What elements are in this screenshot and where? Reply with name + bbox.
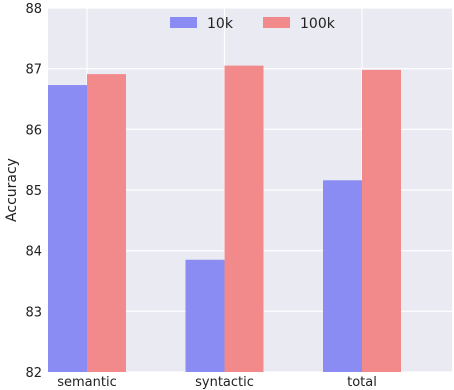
y-axis-label: Accuracy — [4, 158, 20, 222]
bars — [48, 65, 401, 373]
y-tick-label: 88 — [25, 2, 42, 17]
bar-100k-total — [362, 69, 401, 372]
bar-10k-syntactic — [185, 259, 225, 372]
legend-label-10k: 10k — [207, 16, 234, 32]
y-tick-label: 86 — [25, 123, 42, 138]
y-tick-labels: 82 83 84 85 86 87 88 — [25, 2, 42, 381]
x-tick-label: syntactic — [195, 375, 254, 390]
y-tick-label: 83 — [25, 305, 42, 320]
y-tick-label: 84 — [25, 245, 42, 260]
legend: 10k 100k — [170, 16, 336, 32]
bar-10k-total — [323, 180, 362, 372]
bar-10k-semantic — [48, 85, 87, 373]
y-tick-label: 82 — [25, 366, 42, 381]
x-tick-label: semantic — [57, 375, 117, 390]
x-tick-label: total — [347, 375, 377, 390]
bar-100k-semantic — [87, 74, 126, 373]
y-tick-label: 87 — [25, 63, 42, 78]
y-tick-label: 85 — [25, 184, 42, 199]
legend-swatch-10k — [170, 17, 197, 28]
bar-100k-syntactic — [224, 65, 264, 372]
legend-swatch-100k — [263, 17, 290, 28]
legend-label-100k: 100k — [300, 16, 336, 32]
x-tick-labels: semantic syntactic total — [57, 375, 377, 390]
